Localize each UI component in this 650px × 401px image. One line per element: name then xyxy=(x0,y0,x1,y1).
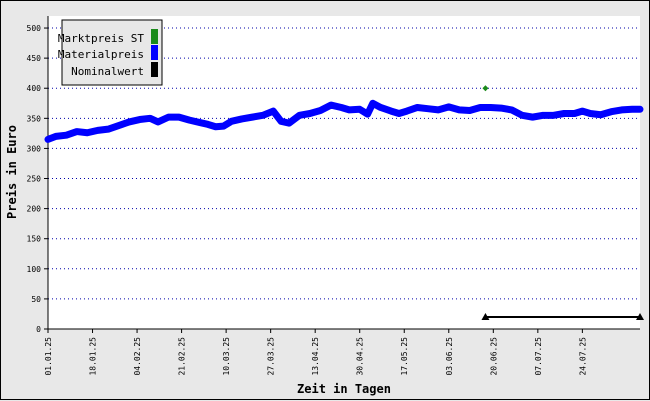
y-tick-label-300: 300 xyxy=(27,144,42,153)
x-tick-label-3: 21.02.25 xyxy=(178,337,187,376)
x-tick-label-11: 07.07.25 xyxy=(534,337,543,376)
nominalwert-marker-1 xyxy=(636,312,644,320)
x-tick-label-2: 04.02.25 xyxy=(133,337,142,376)
nominalwert-marker-0 xyxy=(481,312,490,320)
x-tick-label-5: 27.03.25 xyxy=(267,337,276,376)
y-tick-labels: 0 50 100 150 200 250 300 350 400 450 500 xyxy=(27,24,42,334)
x-axis-title: Zeit in Tagen xyxy=(297,382,391,396)
x-tick-label-1: 18.01.25 xyxy=(89,337,98,376)
x-tick-label-0: 01.01.25 xyxy=(44,337,53,376)
x-tick-label-7: 30.04.25 xyxy=(356,337,365,376)
y-tick-label-100: 100 xyxy=(27,265,42,274)
legend-swatch-marktpreis xyxy=(151,29,158,44)
y-tick-label-50: 50 xyxy=(31,295,41,304)
x-tick-label-8: 17.05.25 xyxy=(400,337,409,376)
y-axis-title: Preis in Euro xyxy=(5,125,19,219)
legend-label-materialpreis: Materialpreis xyxy=(58,48,144,61)
y-tick-label-450: 450 xyxy=(27,54,42,63)
x-tick-label-10: 20.06.25 xyxy=(489,337,498,376)
materialpreis-line xyxy=(44,99,644,143)
y-tick-label-150: 150 xyxy=(27,235,42,244)
y-tick-label-350: 350 xyxy=(27,114,42,123)
y-tick-label-250: 250 xyxy=(27,175,42,184)
y-tick-label-0: 0 xyxy=(36,325,41,334)
legend-swatch-nominalwert xyxy=(151,62,158,77)
legend-label-marktpreis: Marktpreis ST xyxy=(58,32,144,45)
x-tick-labels: 01.01.25 18.01.25 04.02.25 21.02.25 10.03.25… xyxy=(44,329,587,376)
y-tick-label-500: 500 xyxy=(27,24,42,33)
legend-label-nominalwert: Nominalwert xyxy=(71,65,144,78)
y-tick-label-400: 400 xyxy=(27,84,42,93)
data-series xyxy=(44,85,644,320)
grid-lines xyxy=(44,27,640,330)
legend-swatch-materialpreis xyxy=(151,45,158,60)
y-tick-label-200: 200 xyxy=(27,205,42,214)
x-tick-label-9: 03.06.25 xyxy=(445,337,454,376)
legend: Marktpreis ST Materialpreis Nominalwert xyxy=(58,19,163,86)
x-tick-label-12: 24.07.25 xyxy=(578,337,587,376)
x-tick-label-6: 13.04.25 xyxy=(311,337,320,376)
legend-box xyxy=(61,19,163,86)
x-tick-label-4: 10.03.25 xyxy=(222,337,231,376)
marktpreis-point-0 xyxy=(482,85,489,92)
